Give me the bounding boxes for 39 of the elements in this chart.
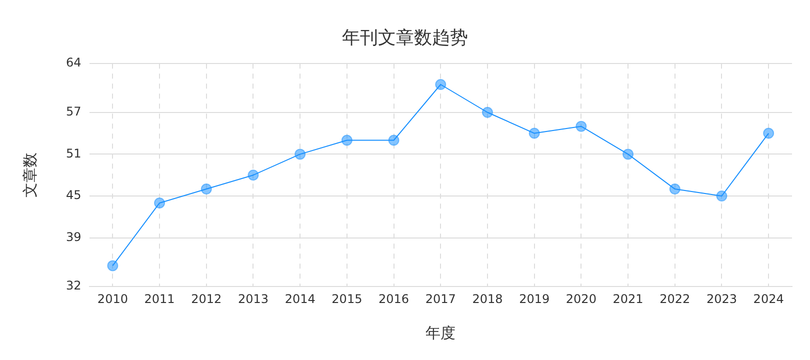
point — [248, 170, 259, 181]
x-tick-label: 2023 — [706, 292, 737, 306]
y-tick-label: 39 — [66, 230, 82, 244]
x-tick-label: 2021 — [612, 292, 644, 306]
x-tick-label: 2014 — [284, 292, 316, 306]
y-axis-title: 文章数 — [20, 152, 39, 198]
x-tick-label: 2015 — [332, 292, 362, 306]
point — [294, 148, 306, 160]
x-axis-title: 年度 — [426, 324, 456, 342]
x-tick-label: 2017 — [425, 292, 456, 306]
x-tick-label: 2011 — [144, 292, 175, 306]
point — [107, 260, 118, 272]
point — [435, 79, 446, 90]
point — [716, 190, 728, 202]
point — [622, 148, 634, 160]
x-tick-label: 2012 — [191, 292, 222, 306]
point — [388, 134, 400, 146]
point — [154, 197, 166, 208]
point — [482, 106, 493, 118]
point — [200, 184, 212, 195]
y-tick-label: 45 — [66, 188, 82, 202]
x-tick-label: 2018 — [472, 292, 503, 306]
x-tick-label: 2013 — [238, 292, 269, 306]
y-tick-label: 57 — [66, 104, 82, 119]
x-tick-label: 2020 — [566, 292, 596, 306]
point — [576, 120, 587, 132]
y-tick-label: 32 — [66, 278, 82, 293]
x-tick-label: 2024 — [753, 292, 784, 306]
y-tick-label: 51 — [66, 146, 82, 160]
x-tick-label: 2019 — [519, 292, 550, 306]
chart-title: 年刊文章数趋势 — [342, 27, 468, 48]
x-tick-label: 2010 — [97, 292, 128, 306]
point — [763, 128, 774, 139]
point — [528, 128, 540, 139]
y-tick-label: 64 — [66, 56, 82, 70]
point — [341, 134, 352, 146]
point — [669, 184, 680, 195]
x-tick-label: 2022 — [660, 292, 690, 306]
x-tick-label: 2016 — [378, 292, 410, 306]
